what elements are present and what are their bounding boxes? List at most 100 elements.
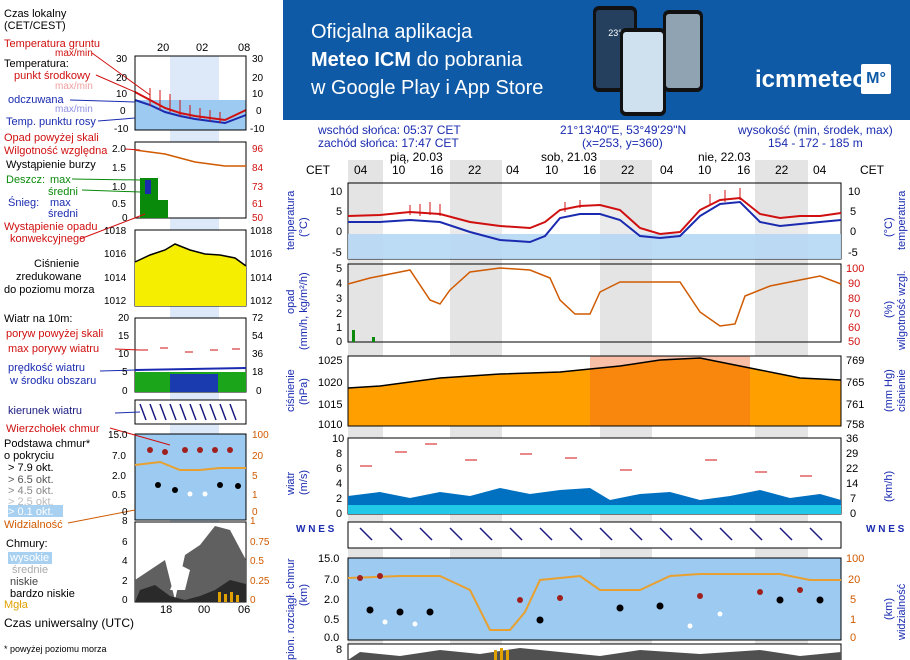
legend-prec-left-3: 0.5 <box>112 199 126 210</box>
compass-icon-right: W N E S <box>866 524 905 535</box>
hour-3: 22 <box>468 163 482 177</box>
coords-text: 21°13'40"E, 53°49'29"N <box>560 123 687 137</box>
legend-wind-left-3: 5 <box>122 367 128 378</box>
app-promo-banner[interactable]: Oficjalna aplikacja Meteo ICM do pobrani… <box>283 0 910 120</box>
temp-axis-unit: (°C) <box>298 217 310 237</box>
legend-widzialnosc: Widzialność <box>4 519 63 531</box>
wilg-axis-unit: (%) <box>883 300 895 318</box>
legend-wystapienie-opadu: Wystąpienie opadu <box>4 221 98 233</box>
legend-press-right-3: 1012 <box>250 296 273 307</box>
legend-odczuwana: odczuwana <box>8 94 64 106</box>
wilg-tick-0: 100 <box>846 263 865 275</box>
cloud-tick-3: 0.5 <box>324 614 340 626</box>
legend-max-min3: max/min <box>55 104 93 115</box>
vis-tick-4: 0 <box>850 632 857 644</box>
legend-wierzcholek: Wierzchołek chmur <box>6 423 100 435</box>
wind-tick-r-4: 7 <box>850 493 857 505</box>
temp-tick-r-0: 10 <box>848 186 861 198</box>
press-tick-3: 1010 <box>318 419 343 431</box>
legend-max-porywy: max porywy wiatru <box>8 343 100 355</box>
legend-srednie: średnie <box>12 564 49 576</box>
legend-press-left-1: 1016 <box>104 249 127 260</box>
legend-cov-right-3: 0.25 <box>250 576 270 587</box>
vis-tick-2: 5 <box>850 594 857 606</box>
press-tick-r-1: 765 <box>846 377 865 389</box>
legend-cov-left-2: 4 <box>122 556 128 567</box>
day-label-1: sob, 21.03 <box>541 150 598 164</box>
legend-cov-right-0: 1 <box>250 516 256 527</box>
legend-bottom-time-1: 00 <box>198 604 211 616</box>
legend-cloud-left-0: 15.0 <box>108 430 128 441</box>
press-tick-r-0: 769 <box>846 355 865 367</box>
legend-temp-left-3: 0 <box>120 106 126 117</box>
legend-top-time-0: 20 <box>157 42 170 54</box>
legend-footnote: * powyżej poziomu morza <box>4 644 107 654</box>
hour-10: 16 <box>737 163 751 177</box>
legend-temp-right-1: 20 <box>252 73 264 84</box>
legend-chmury: Chmury: <box>6 538 48 550</box>
wind-tick-r-3: 14 <box>846 478 859 490</box>
legend-punkt-srodkowy: punkt środkowy <box>14 70 91 82</box>
legend-temp-left-0: 30 <box>116 54 128 65</box>
legend-prec-left-0: 2.0 <box>112 144 126 155</box>
vis-axis-unit: (km) <box>883 598 895 620</box>
vis-tick-3: 1 <box>850 614 857 626</box>
legend-prec-left-2: 1.0 <box>112 182 126 193</box>
cloud-tick-1: 7.0 <box>324 574 340 586</box>
cloud-axis-unit: (km) <box>298 584 310 606</box>
legend-cloud-right-4: 0 <box>252 507 258 518</box>
legend-cloud-right-2: 5 <box>252 471 258 482</box>
press-tick-0: 1025 <box>318 355 343 367</box>
day-label-0: pią, 20.03 <box>390 150 443 164</box>
legend-bottom-time-0: 18 <box>160 604 173 616</box>
phone-image-3 <box>663 10 703 92</box>
legend-cloud-right-3: 1 <box>252 490 258 501</box>
legend-mgla: Mgła <box>4 599 28 611</box>
legend-wystapienie-burzy: Wystąpienie burzy <box>6 159 96 171</box>
legend-top-time-2: 08 <box>238 42 251 54</box>
legend-deszcz: Deszcz: <box>6 174 46 186</box>
opad-tick-4: 1 <box>336 322 343 334</box>
legend-wiatr10m: Wiatr na 10m: <box>4 313 73 325</box>
wind-tick-0: 10 <box>332 433 345 445</box>
temp-tick-r-3: -5 <box>848 247 858 259</box>
hour-7: 22 <box>621 163 635 177</box>
legend-podstawa2: o pokryciu <box>4 450 55 462</box>
hour-4: 04 <box>506 163 520 177</box>
legend-wind-left-1: 15 <box>118 331 130 342</box>
legend-cloud-right-1: 20 <box>252 451 264 462</box>
temp-axis-unit-r: (°C) <box>883 217 895 237</box>
vis-tick-1: 20 <box>848 574 861 586</box>
legend-prec-right-2: 73 <box>252 182 264 193</box>
legend-snieg: Śnieg: <box>8 197 40 209</box>
legend-niskie: niskie <box>10 576 39 588</box>
legend-cisnienie1: Ciśnienie <box>34 258 80 270</box>
press-axis-label: ciśnienie <box>285 369 297 412</box>
legend-podstawa1: Podstawa chmur* <box>4 438 91 450</box>
legend-wind-right-3: 18 <box>252 367 264 378</box>
wind-tick-2: 6 <box>336 463 343 475</box>
legend-max-min: max/min <box>55 48 93 59</box>
wind-tick-r-0: 36 <box>846 433 859 445</box>
grid-text: (x=253, y=360) <box>582 136 663 150</box>
opad-tick-1: 4 <box>336 278 343 290</box>
legend-prec-left-4: 0 <box>122 213 128 224</box>
legend-press-left-3: 1012 <box>104 296 127 307</box>
legend-deszcz-sredni: średni <box>48 186 78 198</box>
opad-tick-5: 0 <box>336 336 343 348</box>
hour-0: 04 <box>354 163 368 177</box>
hour-12: 04 <box>813 163 827 177</box>
wilg-tick-4: 60 <box>848 322 861 334</box>
hour-1: 10 <box>392 163 406 177</box>
legend-prec-left-1: 1.5 <box>112 163 126 174</box>
legend-czas-lokalny-tz: (CET/CEST) <box>4 20 66 32</box>
legend-wind-right-1: 54 <box>252 331 264 342</box>
wilg-tick-5: 50 <box>848 336 861 348</box>
hour-11: 22 <box>775 163 789 177</box>
legend-cov-right-1: 0.75 <box>250 537 270 548</box>
legend-cisnienie3: do poziomu morza <box>4 284 95 296</box>
legend-cov-left-1: 6 <box>122 537 128 548</box>
legend-prec-right-0: 96 <box>252 144 264 155</box>
legend-wind-right-2: 36 <box>252 349 264 360</box>
